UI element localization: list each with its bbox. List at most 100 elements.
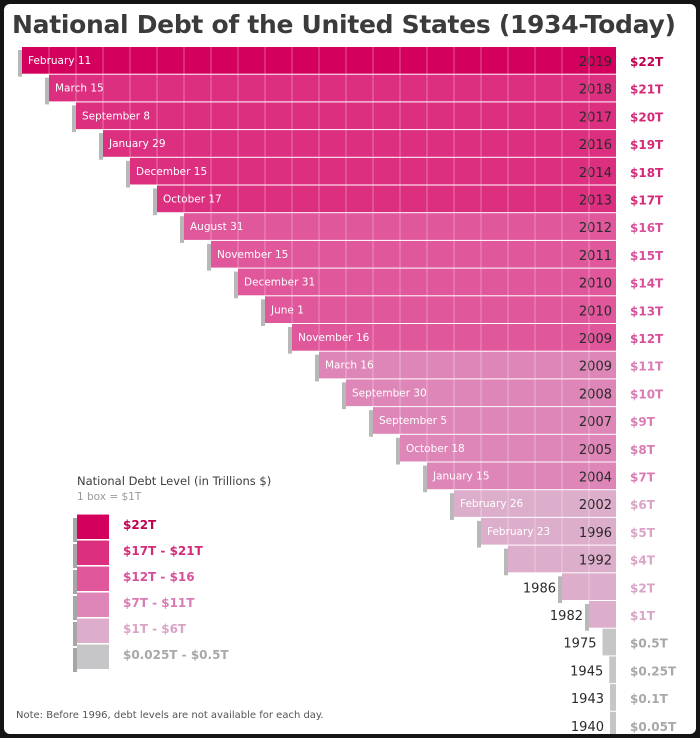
date-label: September 5 [379, 415, 447, 427]
legend-label: $22T [123, 518, 157, 532]
value-label: $0.25T [630, 664, 677, 678]
year-label: 2005 [579, 443, 612, 458]
bar-2017-2 [76, 102, 616, 130]
value-label: $19T [630, 138, 664, 152]
date-label: December 31 [244, 277, 315, 289]
value-label: $15T [630, 249, 664, 263]
legend-swatch [73, 540, 109, 568]
legend-subtitle: 1 box = $1T [77, 491, 142, 503]
value-label: $7T [630, 471, 656, 485]
value-label: $5T [630, 526, 656, 540]
date-label: March 15 [55, 83, 104, 95]
value-label: $4T [630, 554, 656, 568]
legend-item: $7T - $11T [73, 592, 337, 620]
legend-label: $12T - $16 [123, 570, 195, 584]
bar-2007-13 [373, 407, 616, 434]
date-label: September 8 [82, 110, 150, 122]
value-label: $16T [630, 221, 664, 235]
legend-swatch [73, 592, 109, 620]
year-label: 2007 [579, 415, 612, 430]
year-label: 2019 [579, 55, 612, 70]
date-label: December 15 [136, 166, 207, 178]
legend-label: $1T - $6T [123, 622, 187, 636]
bar-2005-14 [400, 434, 616, 462]
date-label: January 15 [432, 471, 490, 483]
bar-2009-11 [319, 351, 616, 379]
year-label: 2012 [579, 221, 612, 236]
legend-label: $7T - $11T [123, 596, 195, 610]
date-label: October 18 [406, 443, 465, 455]
value-label: $0.05T [630, 720, 677, 734]
bar-2004-15 [427, 462, 616, 490]
date-label: March 16 [325, 360, 374, 372]
bar-1943-23 [610, 684, 616, 711]
year-label: 2011 [579, 249, 612, 264]
bar-1945-22 [609, 656, 616, 684]
value-label: $0.5T [630, 637, 669, 651]
value-label: $21T [630, 83, 664, 97]
value-label: $22T [630, 55, 664, 69]
value-label: $1T [630, 609, 656, 623]
footnote: Note: Before 1996, debt levels are not a… [16, 710, 324, 721]
year-label: 1945 [570, 664, 603, 679]
value-label: $12T [630, 332, 664, 346]
year-label: 1975 [563, 637, 596, 652]
year-label: 2002 [579, 498, 612, 513]
legend-swatch [73, 514, 109, 542]
date-label: February 26 [460, 498, 524, 510]
bar-2010-8 [238, 268, 616, 296]
legend-swatch [73, 644, 109, 672]
bar-2016-3 [103, 130, 616, 157]
bar-1992-18 [508, 545, 616, 573]
chart-title: National Debt of the United States (1934… [12, 10, 676, 39]
bar-2008-12 [346, 379, 616, 407]
legend-item: $12T - $16 [73, 566, 337, 594]
bar-1996-17 [481, 517, 616, 545]
year-label: 2013 [579, 194, 612, 209]
bar-2014-4 [130, 157, 616, 185]
value-label: $14T [630, 277, 664, 291]
legend-item: $1T - $6T [73, 618, 337, 646]
year-label: 2010 [579, 304, 612, 319]
date-label: November 16 [298, 332, 370, 344]
legend-swatch [73, 566, 109, 594]
date-label: January 29 [108, 138, 166, 150]
legend-item: $17T - $21T [73, 540, 337, 568]
bar-2012-6 [184, 213, 616, 240]
debt-bar-chart: February 11 2019 $22T March 15 2018 $21T Septe… [18, 47, 677, 734]
year-label: 1992 [579, 554, 612, 569]
year-label: 2008 [579, 387, 612, 402]
year-label: 2010 [579, 277, 612, 292]
year-label: 1982 [550, 609, 583, 624]
value-label: $20T [630, 110, 664, 124]
bar-2002-16 [454, 490, 616, 517]
legend-item: $0.025T - $0.5T [73, 644, 337, 672]
value-label: $13T [630, 304, 664, 318]
legend: National Debt Level (in Trillions $) 1 b… [73, 474, 337, 672]
legend-label: $0.025T - $0.5T [123, 648, 229, 662]
legend-title: National Debt Level (in Trillions $) [77, 474, 272, 488]
legend-swatch [73, 618, 109, 646]
value-label: $6T [630, 498, 656, 512]
date-label: October 17 [163, 194, 222, 206]
date-label: June 1 [270, 304, 304, 316]
date-label: February 11 [28, 55, 91, 67]
bar-1975-21 [602, 628, 616, 656]
date-label: November 15 [217, 249, 288, 261]
date-label: September 30 [352, 387, 427, 399]
legend-label: $17T - $21T [123, 544, 203, 558]
bar-2019-0 [22, 47, 616, 74]
year-label: 2009 [579, 332, 612, 347]
value-label: $11T [630, 360, 664, 374]
year-label: 1943 [571, 692, 604, 707]
bar-1986-19 [562, 573, 616, 600]
bar-2013-5 [157, 185, 616, 213]
year-label: 1996 [579, 526, 612, 541]
infographic-frame: National Debt of the United States (1934… [4, 4, 696, 734]
year-label: 1986 [523, 581, 556, 596]
value-label: $2T [630, 581, 656, 595]
date-label: August 31 [190, 221, 243, 233]
value-label: $0.1T [630, 692, 669, 706]
value-label: $8T [630, 443, 656, 457]
value-label: $9T [630, 415, 656, 429]
